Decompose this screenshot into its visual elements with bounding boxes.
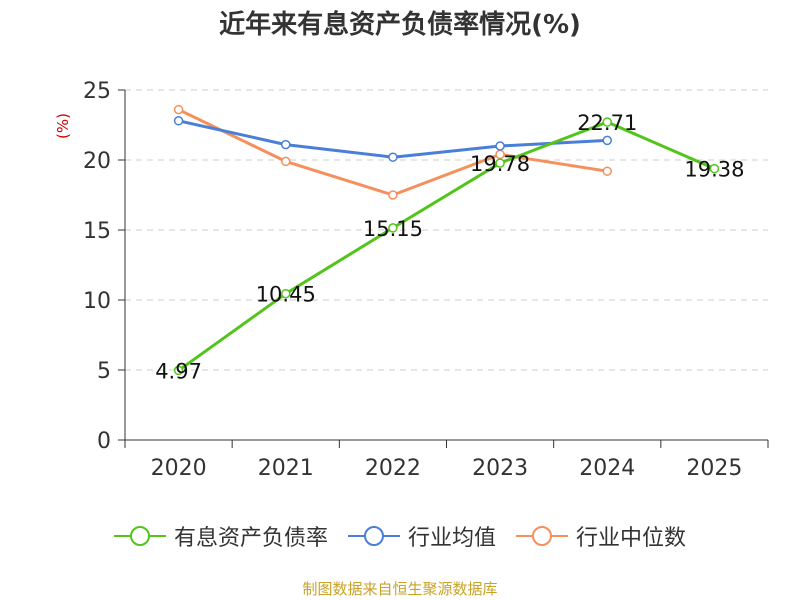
x-tick-label: 2021	[258, 456, 314, 481]
series-line-0	[177, 120, 716, 372]
data-label: 19.78	[470, 152, 530, 176]
legend-label: 行业均值	[407, 526, 496, 551]
x-tick-label: 2025	[686, 456, 742, 481]
data-point-series-0	[602, 117, 612, 127]
y-tick-label: 10	[83, 289, 111, 314]
data-point-series-2	[173, 104, 184, 115]
data-point-series-2	[281, 156, 291, 167]
data-label: 10.45	[256, 283, 316, 307]
data-point-series-1	[495, 141, 505, 151]
legend-swatch-industry-median	[516, 526, 568, 546]
data-label: 19.38	[684, 158, 744, 182]
legend: 有息资产负债率 行业均值 行业中位数	[0, 520, 800, 552]
y-tick-label: 0	[97, 429, 111, 454]
legend-label: 行业中位数	[576, 526, 687, 551]
data-point-series-0	[495, 158, 505, 168]
series-line-2	[177, 108, 608, 197]
legend-item-industry-median[interactable]: 行业中位数	[516, 520, 686, 552]
data-point-series-0	[173, 365, 184, 376]
data-point-series-1	[602, 135, 612, 146]
y-tick-label: 15	[83, 219, 111, 244]
legend-item-industry-mean[interactable]: 行业均值	[347, 520, 496, 552]
data-label: 4.97	[155, 359, 202, 383]
data-point-series-1	[281, 139, 291, 150]
y-tick-label: 25	[83, 79, 111, 104]
data-label: 15.15	[363, 217, 423, 241]
legend-swatch-industry-mean	[347, 526, 400, 546]
chart-title: 近年来有息资产负债率情况(%)	[219, 10, 581, 40]
data-point-series-0	[388, 223, 398, 233]
data-point-series-1	[388, 152, 398, 162]
x-tick-label: 2020	[151, 456, 207, 481]
x-tick-label: 2022	[365, 456, 421, 481]
data-label: 22.71	[577, 111, 637, 135]
y-tick-label: 20	[83, 149, 111, 174]
y-axis-label: (%)	[54, 113, 72, 139]
source-note: 制图数据来自恒生聚源数据库	[302, 580, 498, 598]
series-line-1	[178, 119, 608, 159]
legend-label: 有息资产负债率	[173, 526, 328, 551]
data-point-series-0	[281, 288, 291, 299]
x-tick-label: 2023	[472, 456, 528, 481]
legend-swatch-interest-debt-ratio	[113, 526, 166, 546]
data-point-series-2	[388, 190, 398, 200]
data-point-series-0	[709, 163, 720, 174]
data-point-series-1	[173, 116, 184, 126]
data-point-series-2	[602, 166, 612, 176]
legend-item-interest-debt-ratio[interactable]: 有息资产负债率	[113, 520, 328, 552]
y-tick-label: 5	[97, 359, 111, 384]
x-tick-label: 2024	[579, 456, 635, 481]
